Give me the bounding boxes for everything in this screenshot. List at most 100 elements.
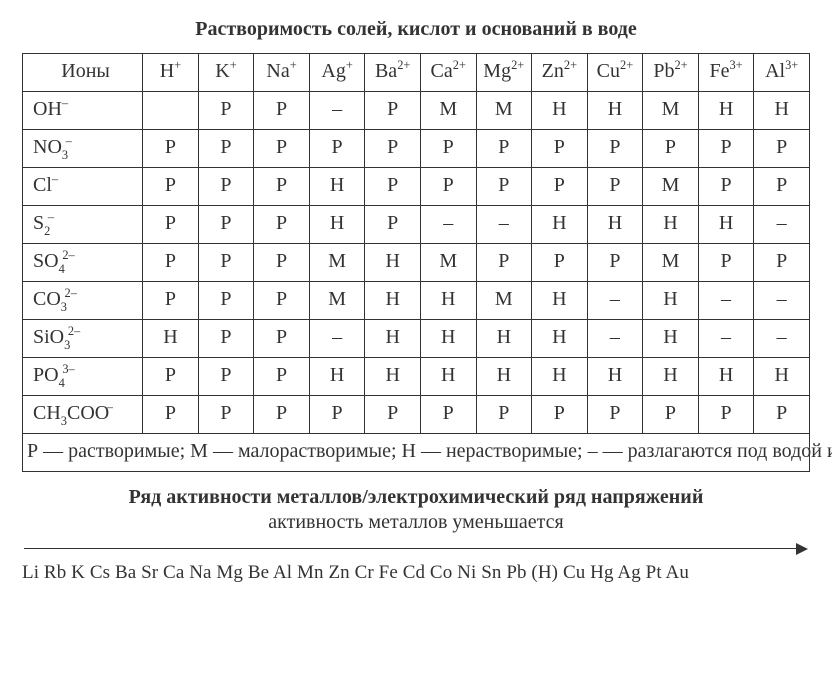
cell-value: Н	[532, 282, 588, 320]
cell-value: Р	[587, 396, 643, 434]
cell-value: –	[587, 282, 643, 320]
cell-value: –	[754, 320, 810, 358]
cell-value: Р	[254, 168, 310, 206]
activity-subtitle: активность металлов уменьшается	[22, 511, 810, 534]
header-cation: Mg2+	[476, 54, 532, 92]
cation-label: Ca2+	[431, 60, 466, 83]
table-row: SiO32–НРР–НННН–Н––	[23, 320, 810, 358]
anion-label: NO3–	[23, 130, 143, 168]
cell-value: –	[309, 320, 365, 358]
table-row: S2–РРРНР––НННН–	[23, 206, 810, 244]
header-cation: Ca2+	[420, 54, 476, 92]
cell-value: Н	[476, 320, 532, 358]
cell-value: –	[587, 320, 643, 358]
cell-value: –	[754, 206, 810, 244]
cell-value: Р	[476, 130, 532, 168]
cell-value: Р	[143, 168, 199, 206]
cell-value: Н	[698, 92, 754, 130]
cell-value: –	[698, 282, 754, 320]
cell-value: Н	[643, 206, 699, 244]
cell-value: Р	[198, 320, 254, 358]
cell-value: Н	[532, 206, 588, 244]
page: Растворимость солей, кислот и оснований …	[0, 0, 832, 676]
cell-value: Р	[532, 396, 588, 434]
cell-value: Р	[198, 206, 254, 244]
cell-value: М	[643, 244, 699, 282]
header-cation: H+	[143, 54, 199, 92]
table-header-row: Ионы H+K+Na+Ag+Ba2+Ca2+Mg2+Zn2+Cu2+Pb2+F…	[23, 54, 810, 92]
cell-value: –	[754, 282, 810, 320]
anion-label: OH–	[23, 92, 143, 130]
cell-value: Р	[754, 244, 810, 282]
cell-value: Н	[309, 206, 365, 244]
cell-value: Н	[532, 92, 588, 130]
activity-series: Li Rb K Cs Ba Sr Ca Na Mg Be Al Mn Zn Cr…	[22, 562, 810, 584]
cell-value: Р	[365, 130, 421, 168]
cell-value: Р	[143, 130, 199, 168]
cell-value: –	[476, 206, 532, 244]
table-row: NO3–РРРРРРРРРРРР	[23, 130, 810, 168]
table-row: Cl–РРРНРРРРРМРР	[23, 168, 810, 206]
cell-value: Н	[365, 320, 421, 358]
anion-label: PO43–	[23, 358, 143, 396]
cell-value: Н	[587, 92, 643, 130]
table-body: OH–РР–РММННМННNO3–РРРРРРРРРРРРCl–РРРНРРР…	[23, 92, 810, 434]
cell-value: Р	[587, 244, 643, 282]
cell-value: Р	[698, 244, 754, 282]
cell-value: Р	[198, 168, 254, 206]
cell-value: Р	[254, 358, 310, 396]
cell-value: Р	[198, 396, 254, 434]
cell-value: Р	[476, 168, 532, 206]
cell-value: Н	[420, 320, 476, 358]
cell-value: Н	[420, 282, 476, 320]
cation-label: Ag+	[321, 60, 352, 83]
cell-value: Р	[365, 92, 421, 130]
cell-value: Н	[587, 358, 643, 396]
table-row: CO32–РРРМННМН–Н––	[23, 282, 810, 320]
cell-value: Н	[698, 358, 754, 396]
cell-value: М	[476, 282, 532, 320]
table-row: CH3COO–РРРРРРРРРРРР	[23, 396, 810, 434]
cell-value: Р	[198, 244, 254, 282]
cell-value: Р	[143, 282, 199, 320]
header-cation: K+	[198, 54, 254, 92]
cell-value: Р	[587, 168, 643, 206]
cell-value: Р	[198, 358, 254, 396]
cell-value: Р	[420, 168, 476, 206]
cell-value: Р	[698, 168, 754, 206]
cell-value: Н	[143, 320, 199, 358]
cell-value: Р	[365, 168, 421, 206]
activity-arrow	[24, 540, 808, 556]
cell-value: Н	[365, 244, 421, 282]
table-row: PO43–РРРННННННННН	[23, 358, 810, 396]
cell-value: М	[420, 244, 476, 282]
cell-value: Р	[198, 130, 254, 168]
cell-value: –	[698, 320, 754, 358]
cell-value: Р	[254, 320, 310, 358]
cell-value: –	[420, 206, 476, 244]
header-cation: Al3+	[754, 54, 810, 92]
cell-value: Н	[698, 206, 754, 244]
cell-value: Р	[698, 396, 754, 434]
cell-value: Н	[532, 320, 588, 358]
cell-value: Р	[643, 130, 699, 168]
table-row: SO42–РРРМНМРРРМРР	[23, 244, 810, 282]
cell-value: Н	[587, 206, 643, 244]
cell-value: Р	[143, 396, 199, 434]
cell-value: М	[309, 244, 365, 282]
cell-value: Р	[254, 130, 310, 168]
cell-value: Р	[476, 396, 532, 434]
cell-value: Н	[309, 358, 365, 396]
anion-label: S2–	[23, 206, 143, 244]
cell-value: Р	[754, 130, 810, 168]
header-cation: Na+	[254, 54, 310, 92]
cell-value: Р	[754, 168, 810, 206]
header-cation: Zn2+	[532, 54, 588, 92]
anion-label: SO42–	[23, 244, 143, 282]
cation-label: Na+	[266, 60, 296, 83]
cell-value: –	[309, 92, 365, 130]
anion-label: SiO32–	[23, 320, 143, 358]
table-row: OH–РР–РММННМНН	[23, 92, 810, 130]
anion-label: CO32–	[23, 282, 143, 320]
cation-label: Fe3+	[709, 60, 742, 83]
